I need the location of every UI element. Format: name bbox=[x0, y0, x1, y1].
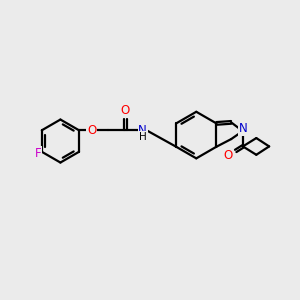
Text: N: N bbox=[138, 124, 147, 137]
Text: F: F bbox=[35, 147, 41, 160]
Text: H: H bbox=[139, 132, 146, 142]
Text: O: O bbox=[87, 124, 96, 137]
Text: O: O bbox=[224, 149, 233, 162]
Text: O: O bbox=[121, 104, 130, 117]
Text: N: N bbox=[238, 122, 247, 135]
